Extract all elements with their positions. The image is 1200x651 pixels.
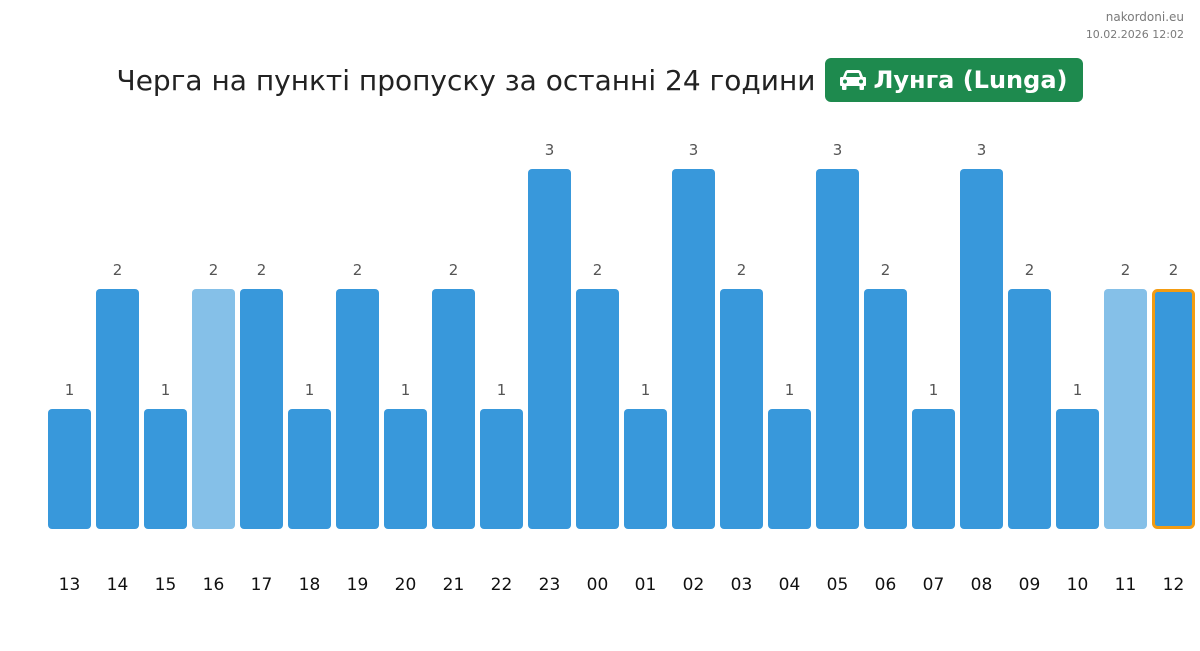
value-label-20: 1 [401, 381, 411, 399]
bar-11 [1104, 289, 1147, 529]
site-info: nakordoni.eu 10.02.2026 12:02 [1086, 9, 1184, 43]
x-tick-03: 03 [731, 575, 753, 595]
x-tick-23: 23 [539, 575, 561, 595]
bar-23 [528, 169, 571, 529]
x-tick-11: 11 [1115, 575, 1137, 595]
bar-09 [1008, 289, 1051, 529]
bar-14 [96, 289, 139, 529]
bar-00 [576, 289, 619, 529]
value-label-12: 2 [1169, 261, 1179, 279]
bar-13 [48, 409, 91, 529]
bar-21 [432, 289, 475, 529]
x-tick-09: 09 [1019, 575, 1041, 595]
value-label-17: 2 [257, 261, 267, 279]
x-tick-15: 15 [155, 575, 177, 595]
x-tick-06: 06 [875, 575, 897, 595]
x-tick-13: 13 [59, 575, 81, 595]
bar-18 [288, 409, 331, 529]
value-label-08: 3 [977, 141, 987, 159]
x-tick-07: 07 [923, 575, 945, 595]
value-label-01: 1 [641, 381, 651, 399]
bar-17 [240, 289, 283, 529]
x-tick-05: 05 [827, 575, 849, 595]
bar-19 [336, 289, 379, 529]
bar-15 [144, 409, 187, 529]
value-label-15: 1 [161, 381, 171, 399]
x-tick-02: 02 [683, 575, 705, 595]
x-tick-20: 20 [395, 575, 417, 595]
value-label-00: 2 [593, 261, 603, 279]
x-tick-17: 17 [251, 575, 273, 595]
car-icon [840, 70, 867, 90]
x-tick-19: 19 [347, 575, 369, 595]
chart-title: Черга на пункті пропуску за останні 24 г… [116, 63, 816, 97]
value-label-02: 3 [689, 141, 699, 159]
bar-08 [960, 169, 1003, 529]
bar-10 [1056, 409, 1099, 529]
bar-22 [480, 409, 523, 529]
bar-06 [864, 289, 907, 529]
bar-01 [624, 409, 667, 529]
timestamp: 10.02.2026 12:02 [1085, 28, 1184, 41]
bar-12 [1152, 289, 1195, 529]
value-label-19: 2 [353, 261, 363, 279]
x-tick-01: 01 [635, 575, 657, 595]
value-label-03: 2 [737, 261, 747, 279]
value-label-16: 2 [209, 261, 219, 279]
bar-04 [768, 409, 811, 529]
value-label-13: 1 [65, 381, 75, 399]
x-tick-10: 10 [1067, 575, 1089, 595]
x-tick-21: 21 [443, 575, 465, 595]
site-domain: nakordoni.eu [1105, 10, 1184, 24]
bar-20 [384, 409, 427, 529]
x-tick-16: 16 [203, 575, 225, 595]
value-label-07: 1 [929, 381, 939, 399]
value-label-11: 2 [1121, 261, 1131, 279]
x-tick-04: 04 [779, 575, 801, 595]
x-tick-14: 14 [107, 575, 129, 595]
bar-02 [672, 169, 715, 529]
x-tick-08: 08 [971, 575, 993, 595]
x-tick-18: 18 [299, 575, 321, 595]
chart-header: Черга на пункті пропуску за останні 24 г… [0, 58, 1200, 102]
checkpoint-badge: Лунга (Lunga) [825, 58, 1084, 102]
value-label-10: 1 [1073, 381, 1083, 399]
bar-07 [912, 409, 955, 529]
x-tick-22: 22 [491, 575, 513, 595]
value-label-06: 2 [881, 261, 891, 279]
bar-03 [720, 289, 763, 529]
value-label-09: 2 [1025, 261, 1035, 279]
value-label-22: 1 [497, 381, 507, 399]
value-label-14: 2 [113, 261, 123, 279]
bar-05 [816, 169, 859, 529]
value-label-05: 3 [833, 141, 843, 159]
bar-16 [192, 289, 235, 529]
value-label-21: 2 [449, 261, 459, 279]
x-tick-00: 00 [587, 575, 609, 595]
checkpoint-name: Лунга (Lunga) [873, 66, 1068, 94]
value-label-04: 1 [785, 381, 795, 399]
value-label-18: 1 [305, 381, 315, 399]
x-tick-12: 12 [1163, 575, 1185, 595]
value-label-23: 3 [545, 141, 555, 159]
